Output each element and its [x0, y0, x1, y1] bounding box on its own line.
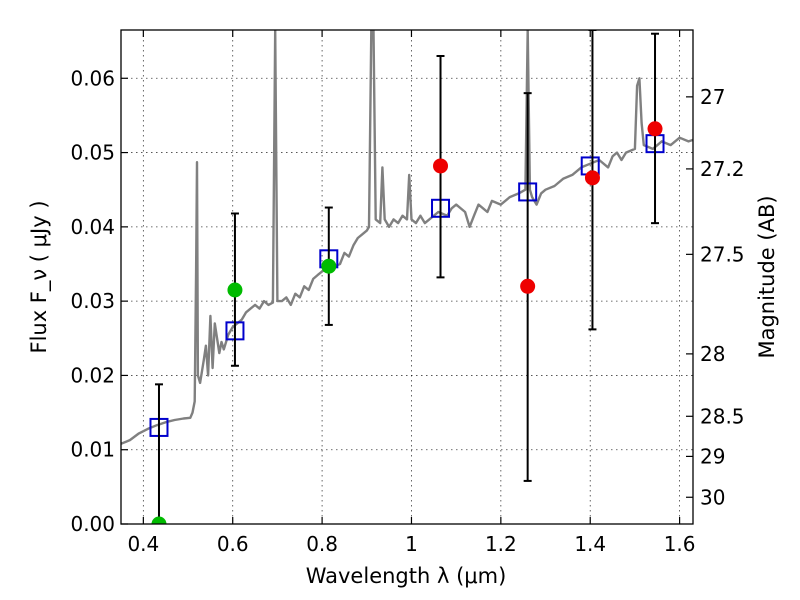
right-tick-label: 29 [700, 444, 725, 468]
observed-point-red [433, 158, 449, 174]
observed-point-red [520, 278, 536, 294]
y-tick-label: 0.03 [70, 289, 115, 313]
x-axis-title: Wavelength λ (μm) [306, 564, 507, 588]
observed-point-green [227, 282, 243, 298]
right-tick-label: 28 [700, 342, 725, 366]
svg-text:Magnitude (AB): Magnitude (AB) [755, 195, 779, 358]
observed-point-green [151, 516, 167, 524]
spectrum-line [121, 30, 693, 445]
plot-background [121, 30, 693, 524]
data-layer [121, 30, 693, 524]
x-tick-label: 0.4 [127, 532, 159, 556]
right-tick-label: 30 [700, 485, 725, 509]
right-tick-label: 27.5 [700, 242, 745, 266]
x-tick-label: 1.6 [664, 532, 696, 556]
y-tick-label: 0.02 [70, 363, 115, 387]
x-tick-label: 1.2 [485, 532, 517, 556]
observed-point-red [647, 121, 663, 137]
plot-frame [120, 29, 694, 525]
x-tick-label: 1.4 [574, 532, 606, 556]
y-axis-left-title-text: Flux F_ν ( μJy ) [27, 200, 52, 353]
observed-point-red [584, 170, 600, 186]
y-tick-label: 0.04 [70, 215, 115, 239]
y-axis-right-title: Magnitude (AB) [755, 195, 779, 358]
y-tick-label: 0.00 [70, 512, 115, 536]
right-tick-label: 28.5 [700, 404, 745, 428]
y-tick-label: 0.05 [70, 141, 115, 165]
x-tick-label: 1 [405, 532, 418, 556]
right-tick-label: 27 [700, 85, 725, 109]
x-tick-label: 0.8 [306, 532, 338, 556]
right-tick-label: 27.2 [700, 157, 745, 181]
observed-point-green [321, 258, 337, 274]
axis-layer: 0.4 0.6 0.8 1 1.2 1.4 1.6 0.00 0.01 0.02 0.03 0.04 0… [70, 29, 745, 556]
x-tick-label: 0.6 [217, 532, 249, 556]
y-tick-label: 0.06 [70, 66, 115, 90]
y-tick-label: 0.01 [70, 438, 115, 462]
svg-text:Flux F_ν ( μJy ): Flux F_ν ( μJy ) [27, 200, 52, 353]
y-axis-left-title: Flux F_ν ( μJy ) [27, 200, 52, 353]
